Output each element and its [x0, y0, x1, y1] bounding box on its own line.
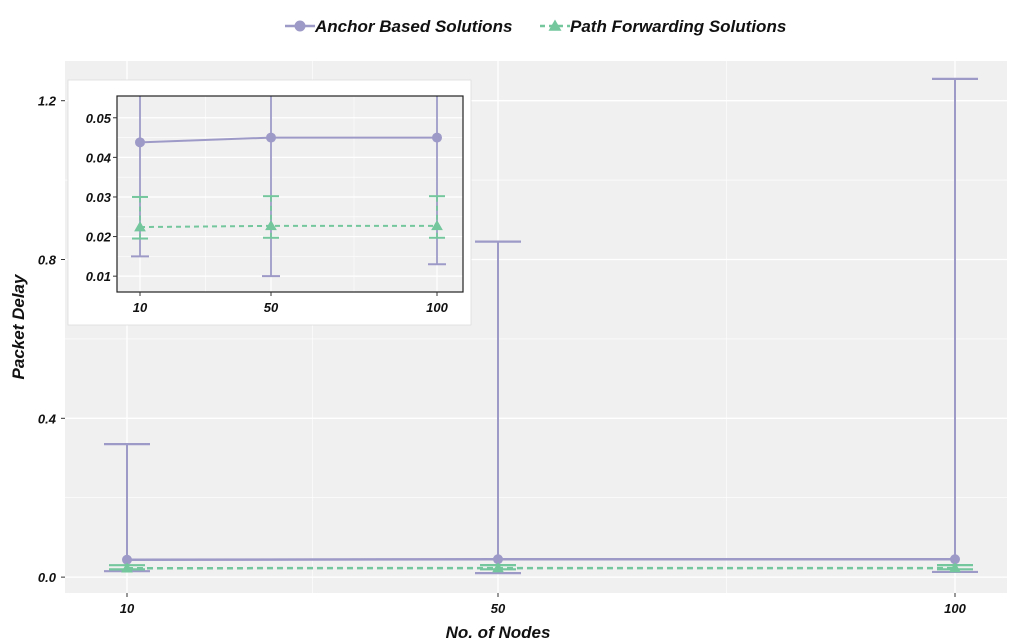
main-series: [104, 77, 978, 575]
inset-data-point: [134, 221, 146, 232]
series-path-forwarding: [109, 562, 973, 573]
inset-x-tick-label: 100: [426, 300, 448, 315]
inset-series: [131, 96, 446, 278]
legend-label: Anchor Based Solutions: [314, 17, 512, 36]
data-point: [122, 554, 132, 565]
inset-data-point: [266, 132, 276, 143]
inset-y-tick-label: 0.03: [86, 190, 112, 205]
inset-data-point: [431, 219, 443, 231]
data-point: [950, 554, 960, 565]
legend-key-marker: [294, 20, 306, 32]
legend: Anchor Based Solutions Path Forwarding So…: [285, 17, 786, 36]
inset-series-path-forwarding: [132, 195, 445, 240]
inset-border: [116, 95, 464, 293]
main-axes: 0.0 0.4 0.8 1.2 10 50 100: [38, 94, 967, 616]
inset-data-point: [265, 219, 277, 231]
y-tick-label: 0.0: [38, 570, 57, 585]
y-axis-title: Packet Delay: [9, 273, 28, 379]
data-point: [493, 554, 503, 565]
y-tick-label: 0.4: [38, 411, 57, 426]
inset-data-point: [135, 137, 145, 148]
data-point: [492, 562, 504, 573]
inset-y-tick-label: 0.05: [86, 111, 112, 126]
inset-x-tick-label: 10: [133, 300, 148, 315]
series-anchor-based: [104, 77, 978, 575]
legend-key-marker: [548, 19, 562, 31]
inset-panel: [117, 96, 463, 292]
inset-plot: 0.01 0.02 0.03 0.04 0.05 10 50 100: [67, 79, 472, 326]
inset-y-tick-label: 0.04: [86, 150, 112, 165]
inset-data-point: [432, 132, 442, 143]
x-tick-label: 10: [120, 601, 135, 616]
y-tick-label: 0.8: [38, 253, 57, 268]
inset-x-tick-label: 50: [264, 300, 279, 315]
x-tick-label: 50: [491, 601, 506, 616]
x-tick-label: 100: [944, 601, 966, 616]
y-tick-label: 1.2: [38, 94, 57, 109]
inset-y-tick-label: 0.02: [86, 230, 112, 245]
x-axis-title: No. of Nodes: [446, 623, 551, 642]
data-point: [121, 562, 133, 573]
inset-y-tick-label: 0.01: [86, 269, 111, 284]
legend-label: Path Forwarding Solutions: [570, 17, 786, 36]
data-point: [949, 562, 961, 573]
inset-series-anchor-based: [131, 96, 446, 278]
